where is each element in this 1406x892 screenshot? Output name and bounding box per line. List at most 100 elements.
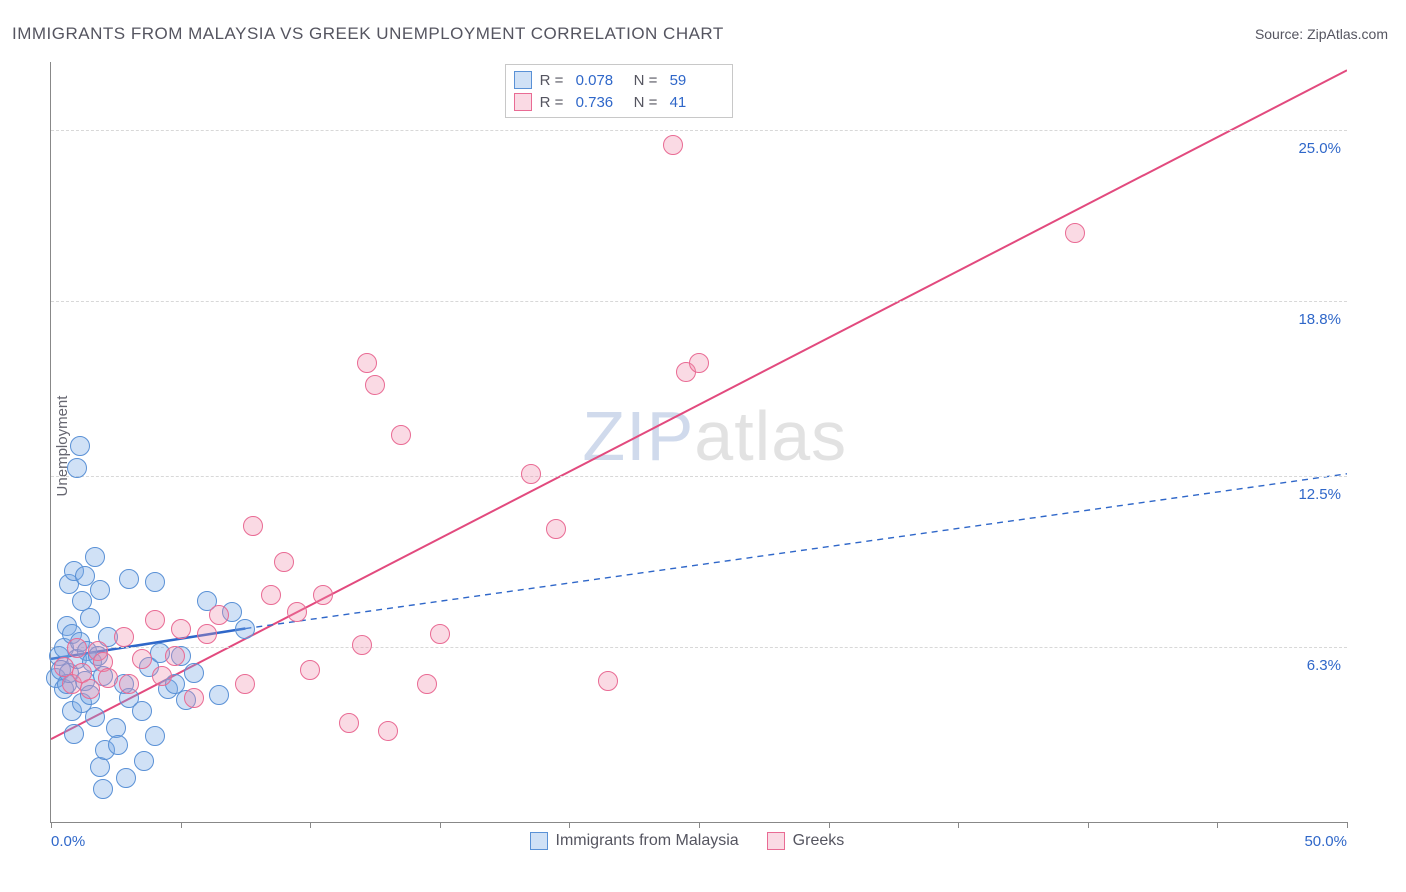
source-name: ZipAtlas.com <box>1307 26 1388 42</box>
data-point <box>90 580 110 600</box>
data-point <box>85 707 105 727</box>
legend-n-label: N = <box>634 94 662 111</box>
data-point <box>197 624 217 644</box>
data-point <box>134 751 154 771</box>
data-point <box>689 353 709 373</box>
legend-n-label: N = <box>634 72 662 89</box>
data-point <box>165 646 185 666</box>
watermark-part2: atlas <box>694 397 847 475</box>
legend-swatch <box>514 71 532 89</box>
data-point <box>184 663 204 683</box>
data-point <box>209 605 229 625</box>
watermark-part1: ZIP <box>582 397 694 475</box>
data-point <box>108 735 128 755</box>
data-point <box>261 585 281 605</box>
trend-lines-layer <box>51 62 1347 822</box>
data-point <box>85 547 105 567</box>
data-point <box>67 638 87 658</box>
data-point <box>235 619 255 639</box>
data-point <box>184 688 204 708</box>
y-tick-label: 6.3% <box>1307 657 1341 674</box>
data-point <box>80 679 100 699</box>
data-point <box>114 627 134 647</box>
data-point <box>598 671 618 691</box>
legend-row: R = 0.736 N = 41 <box>514 91 720 113</box>
x-tick <box>440 822 441 828</box>
source-attribution: Source: ZipAtlas.com <box>1255 26 1388 42</box>
data-point <box>98 668 118 688</box>
legend-n-value: 41 <box>670 94 720 111</box>
data-point <box>313 585 333 605</box>
data-point <box>119 674 139 694</box>
x-tick-label: 50.0% <box>1304 833 1347 850</box>
chart-container: IMMIGRANTS FROM MALAYSIA VS GREEK UNEMPL… <box>0 0 1406 892</box>
legend-swatch <box>530 832 548 850</box>
legend-r-label: R = <box>540 72 568 89</box>
legend-item-label: Immigrants from Malaysia <box>556 832 739 850</box>
data-point <box>417 674 437 694</box>
data-point <box>171 619 191 639</box>
data-point <box>287 602 307 622</box>
legend-item: Greeks <box>767 832 845 850</box>
data-point <box>243 516 263 536</box>
data-point <box>339 713 359 733</box>
watermark: ZIPatlas <box>582 396 847 476</box>
source-label: Source: <box>1255 26 1307 42</box>
x-tick <box>1088 822 1089 828</box>
data-point <box>209 685 229 705</box>
x-tick <box>569 822 570 828</box>
grid-line <box>51 647 1347 648</box>
legend-r-label: R = <box>540 94 568 111</box>
data-point <box>116 768 136 788</box>
scatter-plot-area: ZIPatlas R =0.078N =59R =0.736N =41 6.3%… <box>50 62 1347 823</box>
data-point <box>152 666 172 686</box>
x-tick <box>829 822 830 828</box>
grid-line <box>51 301 1347 302</box>
x-tick <box>310 822 311 828</box>
data-point <box>70 436 90 456</box>
legend-swatch <box>514 93 532 111</box>
data-point <box>357 353 377 373</box>
data-point <box>67 458 87 478</box>
legend-swatch <box>767 832 785 850</box>
data-point <box>119 569 139 589</box>
data-point <box>546 519 566 539</box>
data-point <box>430 624 450 644</box>
data-point <box>274 552 294 572</box>
y-tick-label: 25.0% <box>1298 140 1341 157</box>
data-point <box>235 674 255 694</box>
trend-line <box>51 70 1347 739</box>
x-tick <box>1347 822 1348 828</box>
y-tick-label: 18.8% <box>1298 311 1341 328</box>
chart-title: IMMIGRANTS FROM MALAYSIA VS GREEK UNEMPL… <box>12 24 724 44</box>
legend-item-label: Greeks <box>793 832 845 850</box>
data-point <box>132 701 152 721</box>
data-point <box>80 608 100 628</box>
grid-line <box>51 130 1347 131</box>
data-point <box>145 610 165 630</box>
data-point <box>352 635 372 655</box>
x-tick <box>699 822 700 828</box>
legend-r-value: 0.736 <box>576 94 626 111</box>
x-tick <box>958 822 959 828</box>
data-point <box>365 375 385 395</box>
data-point <box>1065 223 1085 243</box>
y-tick-label: 12.5% <box>1298 486 1341 503</box>
correlation-legend: R =0.078N =59R =0.736N =41 <box>505 64 733 118</box>
data-point <box>300 660 320 680</box>
data-point <box>132 649 152 669</box>
data-point <box>378 721 398 741</box>
trend-line <box>245 474 1347 629</box>
legend-row: R =0.078N =59 <box>514 69 720 91</box>
data-point <box>521 464 541 484</box>
x-tick <box>51 822 52 828</box>
grid-line <box>51 476 1347 477</box>
data-point <box>145 726 165 746</box>
series-legend: Immigrants from Malaysia Greeks <box>530 832 845 850</box>
x-tick <box>181 822 182 828</box>
data-point <box>391 425 411 445</box>
legend-item: Immigrants from Malaysia <box>530 832 739 850</box>
legend-r-value: 0.078 <box>576 72 626 89</box>
x-tick <box>1217 822 1218 828</box>
data-point <box>663 135 683 155</box>
